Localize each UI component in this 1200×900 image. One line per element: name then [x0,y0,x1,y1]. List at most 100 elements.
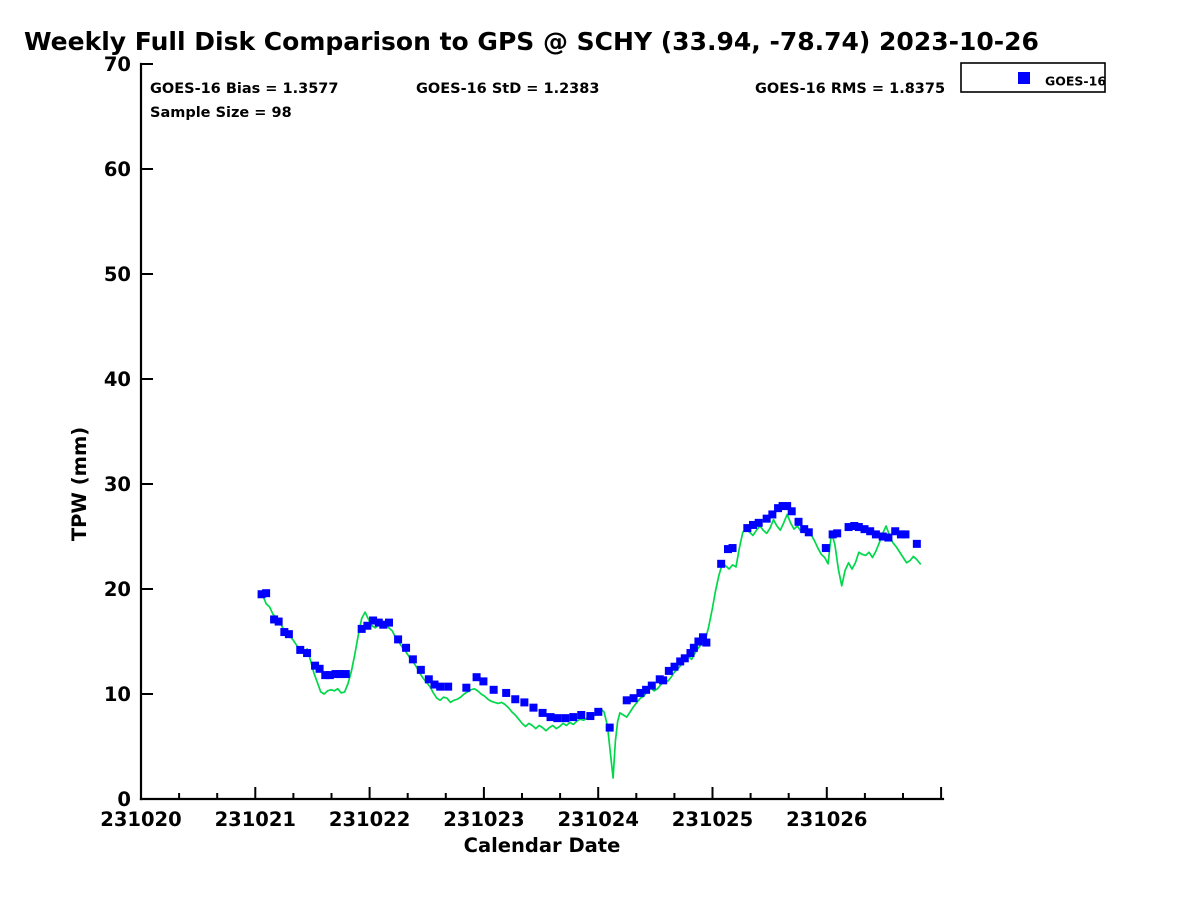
data-point-marker [743,524,752,533]
data-point-marker [569,713,578,722]
data-point-marker [754,518,763,527]
data-point-marker [804,528,813,537]
data-point-marker [284,630,293,639]
data-point-marker [315,664,324,673]
data-point-marker [670,662,679,671]
y-tick-label: 40 [104,368,131,391]
data-point-marker [762,514,771,523]
data-point-marker [800,525,809,534]
data-point-marker [686,649,695,658]
data-point-marker [860,525,869,534]
data-point-marker [871,530,880,539]
y-axis-ticks [141,63,153,800]
data-point-marker [586,712,595,721]
data-point-marker [901,530,910,539]
data-point-marker [717,559,726,568]
data-point-marker [511,695,520,704]
data-point-marker [274,617,283,626]
data-point-marker [636,688,645,697]
data-point-marker [783,502,792,511]
data-point-marker [384,618,393,627]
data-point-marker [520,698,529,707]
data-point-marker [854,523,863,532]
stat-sample-size: Sample Size = 98 [150,105,292,121]
data-point-marker [546,713,555,722]
data-series-layer [257,502,922,779]
data-point-marker [622,696,631,705]
data-point-marker [379,620,388,629]
data-point-marker [369,616,378,625]
data-point-marker [912,539,921,548]
x-tick-label: 231020 [100,808,181,831]
data-point-marker [821,544,830,553]
data-point-marker [270,615,279,624]
y-tick-label: 50 [104,263,131,286]
data-point-marker [296,645,305,654]
data-point-marker [689,643,698,652]
data-point-marker [462,683,471,692]
x-tick-label: 231025 [672,808,753,831]
data-point-marker [605,723,614,732]
data-point-marker [828,530,837,539]
data-point-marker [374,618,383,627]
data-point-marker [444,682,453,691]
data-point-marker [778,502,787,511]
data-point-marker [884,533,893,542]
data-point-marker [702,638,711,647]
page-title: Weekly Full Disk Comparison to GPS @ SCH… [24,27,1039,56]
data-point-marker [787,507,796,516]
data-point-marker [538,708,547,717]
data-point-marker [724,545,732,554]
data-point-marker [698,633,707,642]
y-tick-label: 30 [104,473,131,496]
data-point-marker [321,671,330,680]
data-point-marker [303,649,312,658]
data-point-marker [363,621,372,630]
data-point-marker [664,666,673,675]
legend[interactable]: GOES-16 [960,62,1106,93]
y-axis-title: TPW (mm) [68,427,91,541]
data-point-marker [844,523,853,532]
x-tick-label: 231021 [215,808,296,831]
data-point-marker [659,676,668,685]
data-point-marker [331,670,340,679]
data-point-marker [394,635,403,644]
y-tick-label: 20 [104,578,131,601]
x-axis-tick-labels: 231020 231021 231022 231023 231024 23102… [100,808,867,831]
data-point-marker [472,673,481,682]
data-point-marker [577,711,586,719]
data-point-marker [336,670,345,679]
data-point-marker [768,510,777,519]
data-point-marker [262,589,271,598]
x-axis-title: Calendar Date [464,834,621,857]
x-tick-label: 231024 [557,808,638,831]
data-point-marker [561,714,570,723]
y-tick-label: 10 [104,683,131,706]
x-tick-label: 231026 [786,808,867,831]
y-tick-label: 60 [104,158,131,181]
data-point-marker [280,628,289,637]
data-point-marker [311,661,320,670]
data-point-marker [553,714,562,723]
data-point-marker [529,703,538,712]
y-tick-label: 70 [104,53,131,76]
data-point-marker [833,529,842,538]
y-tick-label: 0 [117,788,131,811]
data-point-marker [502,688,511,697]
data-point-marker [794,517,803,526]
x-axis-ticks [140,787,943,799]
x-tick-label: 231022 [329,808,410,831]
data-point-marker [489,685,498,694]
legend-label-goes16: GOES-16 [1045,74,1106,89]
stat-std: GOES-16 StD = 1.2383 [416,81,599,97]
stat-rms: GOES-16 RMS = 1.8375 [755,81,945,97]
data-point-marker [257,590,266,599]
data-point-marker [629,694,638,703]
data-point-marker [749,520,758,529]
data-point-marker [408,655,417,664]
data-point-marker [416,665,425,674]
data-point-marker [850,522,859,530]
data-point-marker [479,677,488,686]
